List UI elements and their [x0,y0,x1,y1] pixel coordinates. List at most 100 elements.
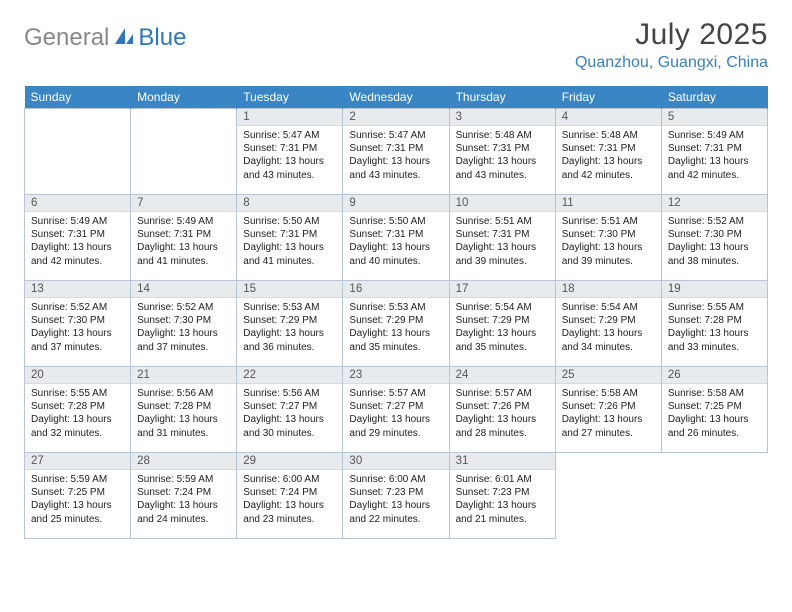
day-number: 23 [343,367,448,384]
day-number: 14 [131,281,236,298]
calendar-head: SundayMondayTuesdayWednesdayThursdayFrid… [25,86,768,109]
calendar-table: SundayMondayTuesdayWednesdayThursdayFrid… [24,86,768,539]
day-number: 18 [556,281,661,298]
day-details: Sunrise: 5:48 AMSunset: 7:31 PMDaylight:… [450,126,555,186]
month-title: July 2025 [575,18,768,52]
weekday-header: Thursday [449,86,555,109]
day-details: Sunrise: 6:00 AMSunset: 7:23 PMDaylight:… [343,470,448,530]
day-cell: 14Sunrise: 5:52 AMSunset: 7:30 PMDayligh… [131,281,237,367]
day-number: 11 [556,195,661,212]
day-cell: 27Sunrise: 5:59 AMSunset: 7:25 PMDayligh… [25,453,131,539]
day-details: Sunrise: 5:55 AMSunset: 7:28 PMDaylight:… [662,298,767,358]
day-number: 17 [450,281,555,298]
weekday-header: Tuesday [237,86,343,109]
day-cell: 8Sunrise: 5:50 AMSunset: 7:31 PMDaylight… [237,195,343,281]
empty-cell [661,453,767,539]
day-number: 8 [237,195,342,212]
day-details: Sunrise: 5:54 AMSunset: 7:29 PMDaylight:… [450,298,555,358]
day-number: 21 [131,367,236,384]
weekday-header: Saturday [661,86,767,109]
day-cell: 3Sunrise: 5:48 AMSunset: 7:31 PMDaylight… [449,109,555,195]
day-number: 30 [343,453,448,470]
day-details: Sunrise: 5:51 AMSunset: 7:31 PMDaylight:… [450,212,555,272]
day-number: 1 [237,109,342,126]
day-cell: 12Sunrise: 5:52 AMSunset: 7:30 PMDayligh… [661,195,767,281]
day-details: Sunrise: 5:56 AMSunset: 7:28 PMDaylight:… [131,384,236,444]
day-details: Sunrise: 5:57 AMSunset: 7:27 PMDaylight:… [343,384,448,444]
day-number: 19 [662,281,767,298]
day-cell: 13Sunrise: 5:52 AMSunset: 7:30 PMDayligh… [25,281,131,367]
day-cell: 11Sunrise: 5:51 AMSunset: 7:30 PMDayligh… [555,195,661,281]
day-details: Sunrise: 5:59 AMSunset: 7:25 PMDaylight:… [25,470,130,530]
day-cell: 25Sunrise: 5:58 AMSunset: 7:26 PMDayligh… [555,367,661,453]
location: Quanzhou, Guangxi, China [575,54,768,72]
day-cell: 23Sunrise: 5:57 AMSunset: 7:27 PMDayligh… [343,367,449,453]
day-number: 27 [25,453,130,470]
day-details: Sunrise: 5:49 AMSunset: 7:31 PMDaylight:… [662,126,767,186]
logo-text-blue: Blue [138,24,186,52]
day-cell: 2Sunrise: 5:47 AMSunset: 7:31 PMDaylight… [343,109,449,195]
day-number: 9 [343,195,448,212]
day-details: Sunrise: 5:55 AMSunset: 7:28 PMDaylight:… [25,384,130,444]
day-cell: 26Sunrise: 5:58 AMSunset: 7:25 PMDayligh… [661,367,767,453]
day-cell: 4Sunrise: 5:48 AMSunset: 7:31 PMDaylight… [555,109,661,195]
day-cell: 30Sunrise: 6:00 AMSunset: 7:23 PMDayligh… [343,453,449,539]
day-cell: 28Sunrise: 5:59 AMSunset: 7:24 PMDayligh… [131,453,237,539]
day-cell: 10Sunrise: 5:51 AMSunset: 7:31 PMDayligh… [449,195,555,281]
title-block: July 2025 Quanzhou, Guangxi, China [575,18,768,72]
day-details: Sunrise: 5:59 AMSunset: 7:24 PMDaylight:… [131,470,236,530]
calendar-body: 1Sunrise: 5:47 AMSunset: 7:31 PMDaylight… [25,109,768,539]
day-cell: 9Sunrise: 5:50 AMSunset: 7:31 PMDaylight… [343,195,449,281]
day-details: Sunrise: 5:49 AMSunset: 7:31 PMDaylight:… [25,212,130,272]
day-details: Sunrise: 5:57 AMSunset: 7:26 PMDaylight:… [450,384,555,444]
weekday-header: Friday [555,86,661,109]
day-number: 28 [131,453,236,470]
day-details: Sunrise: 5:49 AMSunset: 7:31 PMDaylight:… [131,212,236,272]
day-number: 26 [662,367,767,384]
day-cell: 6Sunrise: 5:49 AMSunset: 7:31 PMDaylight… [25,195,131,281]
day-number: 7 [131,195,236,212]
weekday-header: Wednesday [343,86,449,109]
day-cell: 16Sunrise: 5:53 AMSunset: 7:29 PMDayligh… [343,281,449,367]
day-number: 29 [237,453,342,470]
day-number: 6 [25,195,130,212]
logo-sail-icon [113,26,135,51]
day-cell: 7Sunrise: 5:49 AMSunset: 7:31 PMDaylight… [131,195,237,281]
day-details: Sunrise: 5:51 AMSunset: 7:30 PMDaylight:… [556,212,661,272]
day-details: Sunrise: 5:53 AMSunset: 7:29 PMDaylight:… [343,298,448,358]
day-details: Sunrise: 5:47 AMSunset: 7:31 PMDaylight:… [237,126,342,186]
day-number: 10 [450,195,555,212]
day-details: Sunrise: 6:00 AMSunset: 7:24 PMDaylight:… [237,470,342,530]
day-details: Sunrise: 5:58 AMSunset: 7:26 PMDaylight:… [556,384,661,444]
day-number: 3 [450,109,555,126]
day-number: 13 [25,281,130,298]
day-cell: 20Sunrise: 5:55 AMSunset: 7:28 PMDayligh… [25,367,131,453]
day-cell: 31Sunrise: 6:01 AMSunset: 7:23 PMDayligh… [449,453,555,539]
day-cell: 5Sunrise: 5:49 AMSunset: 7:31 PMDaylight… [661,109,767,195]
day-details: Sunrise: 5:50 AMSunset: 7:31 PMDaylight:… [343,212,448,272]
day-number: 22 [237,367,342,384]
logo-text-gray: General [24,24,109,52]
day-cell: 15Sunrise: 5:53 AMSunset: 7:29 PMDayligh… [237,281,343,367]
day-cell: 21Sunrise: 5:56 AMSunset: 7:28 PMDayligh… [131,367,237,453]
logo: General Blue [24,24,186,52]
day-number: 12 [662,195,767,212]
day-details: Sunrise: 5:47 AMSunset: 7:31 PMDaylight:… [343,126,448,186]
day-details: Sunrise: 5:58 AMSunset: 7:25 PMDaylight:… [662,384,767,444]
day-number: 16 [343,281,448,298]
day-number: 24 [450,367,555,384]
day-details: Sunrise: 5:52 AMSunset: 7:30 PMDaylight:… [25,298,130,358]
day-cell: 22Sunrise: 5:56 AMSunset: 7:27 PMDayligh… [237,367,343,453]
day-number: 31 [450,453,555,470]
empty-cell [131,109,237,195]
weekday-header: Sunday [25,86,131,109]
day-cell: 1Sunrise: 5:47 AMSunset: 7:31 PMDaylight… [237,109,343,195]
day-details: Sunrise: 5:52 AMSunset: 7:30 PMDaylight:… [131,298,236,358]
day-number: 25 [556,367,661,384]
day-number: 20 [25,367,130,384]
day-details: Sunrise: 5:56 AMSunset: 7:27 PMDaylight:… [237,384,342,444]
header: General Blue July 2025 Quanzhou, Guangxi… [24,18,768,72]
day-details: Sunrise: 5:50 AMSunset: 7:31 PMDaylight:… [237,212,342,272]
weekday-header: Monday [131,86,237,109]
day-number: 2 [343,109,448,126]
